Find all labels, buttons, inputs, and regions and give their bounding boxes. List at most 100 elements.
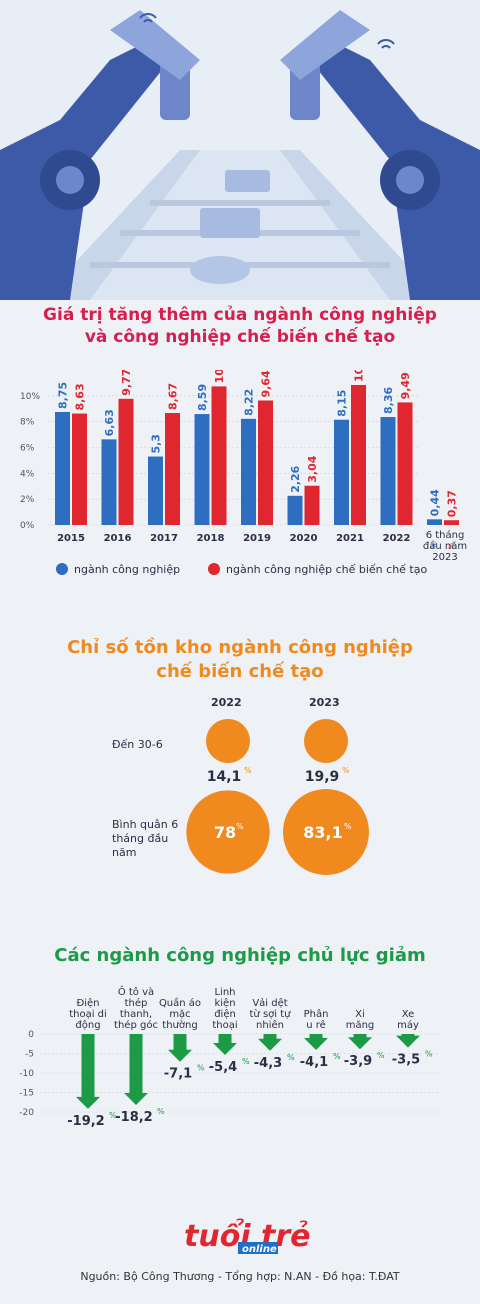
inventory-unit-label: % <box>342 766 350 775</box>
bar-unit-label: % <box>291 518 299 525</box>
bar-value-label: 9,64 <box>260 370 273 397</box>
category-line: Xe <box>402 1009 415 1020</box>
bar-value-label: 9,77 <box>120 370 133 396</box>
chart1-title-line1: Giá trị tăng thêm của ngành công nghiệp <box>43 305 437 325</box>
category-line: Phân <box>304 1008 329 1020</box>
svg-text:online: online <box>242 1244 277 1255</box>
bar-manufacturing <box>444 520 459 525</box>
bar-unit-label: % <box>431 542 439 549</box>
category-line: nhiên <box>256 1019 284 1031</box>
x-tick-label: 2021 <box>336 533 364 544</box>
category-label: Xe máy <box>397 1009 419 1031</box>
legend-red-dot <box>208 563 220 575</box>
inventory-value-label: 83,1 <box>303 823 342 842</box>
y-tick-label: 6% <box>20 444 35 454</box>
chart2-title-line1: Chỉ số tồn kho ngành công nghiệp <box>67 637 413 658</box>
decline-arrow <box>213 1034 237 1056</box>
bar-unit-label: % <box>308 508 316 515</box>
legend-industry-label: ngành công nghiệp <box>74 563 181 576</box>
bar-unit-label: % <box>245 441 253 448</box>
y-tick-label: -5 <box>25 1050 34 1060</box>
category-label: Ô tô và thép thanh, thép góc <box>114 985 158 1031</box>
bar-value-label: 6,63 <box>103 409 116 436</box>
inventory-bubble <box>186 790 270 874</box>
decline-unit-label: % <box>377 1051 385 1060</box>
bar-unit-label: % <box>105 462 113 469</box>
category-line: Quần áo <box>159 997 201 1009</box>
decline-arrow <box>304 1034 328 1050</box>
category-line: thường <box>162 1019 197 1031</box>
decline-value-label: -18,2 <box>115 1110 152 1125</box>
inventory-unit-label: % <box>244 766 252 775</box>
category-line: từ sợi tự <box>250 1008 292 1020</box>
bar-industry <box>148 456 163 525</box>
category-line: Xi <box>355 1009 365 1020</box>
decline-arrow <box>168 1034 192 1062</box>
chart1-title-line2: và công nghiệp chế biến chế tạo <box>84 327 396 347</box>
inventory-row-label-average: Bình quân 6 tháng đầu năm <box>112 818 179 859</box>
bar-industry <box>287 495 303 525</box>
category-line: Linh <box>214 987 235 998</box>
bar-value-label: 8,36 <box>382 387 395 414</box>
bar-value-label: 8,59 <box>196 384 209 411</box>
y-tick-label: 8% <box>20 418 35 428</box>
category-line: kiện <box>214 997 235 1009</box>
inventory-value-label: 14,1 <box>207 769 242 785</box>
category-label: Quần áo mặc thường <box>159 997 201 1031</box>
inventory-bubble-chart: 14,1% 19,9 %78% 83,1% <box>186 719 369 875</box>
source-footer: Nguồn: Bộ Công Thương - Tổng hợp: N.AN -… <box>80 1270 400 1283</box>
decline-unit-label: % <box>425 1050 433 1059</box>
x-tick-label: 6 tháng đầu năm 2023 <box>423 529 467 563</box>
category-line: thép góc <box>114 1019 158 1031</box>
x-tick-line: đầu năm <box>423 540 467 552</box>
bar-manufacturing <box>397 402 413 525</box>
tuoi-tre-logo: tuổi trẻ online <box>180 1212 311 1260</box>
category-line: măng <box>346 1020 375 1031</box>
bar-manufacturing <box>304 485 320 525</box>
bar-value-label: 0,37 <box>446 490 459 517</box>
growth-bar-chart: 10% 8% 6% 4% 2% 0% 8,75% 8,63% 2015 6,63% 9,77% 201… <box>20 370 467 563</box>
decline-unit-label: % <box>197 1064 205 1073</box>
decline-arrow <box>76 1034 100 1109</box>
inventory-value-label: 78 <box>214 823 236 842</box>
inventory-year-2022: 2022 <box>211 696 242 709</box>
inventory-bubble <box>283 789 369 875</box>
x-tick-label: 2018 <box>197 533 225 544</box>
decline-value-label: -4,1 <box>300 1055 328 1070</box>
y-tick-label: 4% <box>20 469 35 479</box>
bar-manufacturing <box>118 398 134 525</box>
decline-unit-label: % <box>157 1107 165 1116</box>
y-tick-label: -10 <box>19 1069 34 1079</box>
decline-value-label: -5,4 <box>209 1060 237 1075</box>
x-tick-line: 2023 <box>432 552 457 563</box>
bar-unit-label: % <box>338 442 346 449</box>
bar-unit-label: % <box>448 543 456 550</box>
category-line: Ô tô và <box>118 985 154 998</box>
bar-unit-label: % <box>76 436 84 443</box>
legend-manufacturing: ngành công nghiệp chế biến chế tạo <box>208 563 427 576</box>
decline-value-label: -4,3 <box>254 1056 282 1071</box>
decline-unit-label: % <box>287 1053 295 1062</box>
category-label: Vải dệt từ sợi tự nhiên <box>250 997 292 1031</box>
bar-industry <box>194 414 210 525</box>
bar-unit-label: % <box>198 436 206 443</box>
inventory-row-label-june: Đến 30-6 <box>112 738 163 751</box>
y-tick-label: -20 <box>19 1108 34 1118</box>
x-tick-line: 6 tháng <box>426 529 465 541</box>
category-line: u rê <box>306 1019 326 1031</box>
bar-unit-label: % <box>59 434 67 441</box>
hero-illustration <box>0 0 480 300</box>
decline-arrow <box>124 1034 148 1105</box>
chart1-title: Giá trị tăng thêm của ngành công nghiệp … <box>0 304 480 348</box>
inventory-value-label: 19,9 <box>305 769 340 785</box>
decline-value-label: -7,1 <box>164 1067 192 1082</box>
bar-value-label: 8,22 <box>243 389 256 416</box>
inventory-bubble <box>304 719 348 763</box>
y-tick-label: 2% <box>20 495 35 505</box>
decline-arrow <box>348 1034 372 1050</box>
bar-manufacturing <box>211 386 227 525</box>
category-label: Điện thoại di động <box>69 997 107 1031</box>
y-tick-label: 0% <box>20 521 35 531</box>
decline-arrow-chart: 0 -5 -10 -15 -20 Điện thoại di động -19,2 % Ô tô v… <box>19 985 440 1129</box>
bar-industry <box>334 419 349 525</box>
